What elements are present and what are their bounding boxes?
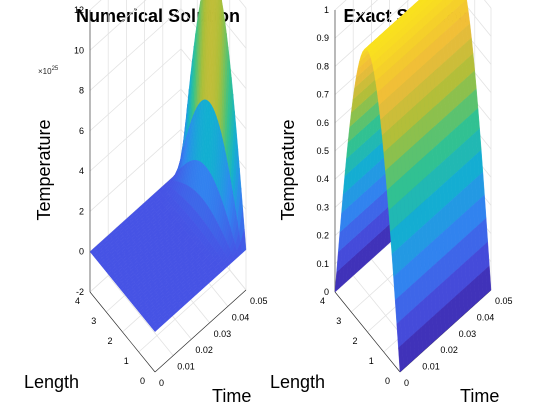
z-tick-label: 12: [74, 5, 84, 15]
exact-solution-plot: Exact Solution 00.10.20.30.40.50.60.70.8…: [270, 0, 513, 406]
z-tick-label: 0.3: [316, 202, 329, 212]
exact-zlabel: Temperature: [278, 119, 298, 220]
x-tick-label: 2: [352, 336, 357, 346]
z-tick-label: 0: [79, 247, 84, 257]
z-tick-label: 0.4: [316, 174, 329, 184]
y-tick-label: 0.02: [440, 345, 458, 355]
numerical-zlabel: Temperature: [34, 119, 54, 220]
wall-gridline: [334, 0, 410, 67]
y-tick-label: 0.03: [214, 329, 232, 339]
numerical-xlabel: Length: [24, 372, 79, 392]
z-tick-label: 4: [79, 166, 84, 176]
floor-gridline: [107, 275, 174, 356]
y-tick-label: 0.02: [195, 345, 213, 355]
wall-gridline: [89, 48, 182, 132]
x-axis-line: [334, 291, 401, 373]
x-tick-label: 3: [91, 316, 96, 326]
exact-surface: [334, 0, 492, 373]
x-axis-line: [89, 291, 156, 373]
x-tick-label: 1: [369, 356, 374, 366]
wall-gridline: [89, 8, 182, 91]
wall-gridline: [89, 88, 182, 172]
z-tick-label: 0.2: [316, 231, 329, 241]
wall-gridline: [461, 0, 492, 37]
numerical-surface: [89, 0, 247, 332]
y-tick-label: 0.03: [459, 329, 477, 339]
surface-patch: [153, 326, 160, 332]
y-tick-label: 0.01: [177, 362, 195, 372]
numerical-solution-plot: Numerical Solution -20246810120123400.01…: [24, 0, 268, 406]
z-tick-label: 8: [79, 86, 84, 96]
x-tick-label: 0: [385, 376, 390, 386]
numerical-exponent: ×1025: [38, 66, 59, 76]
surface-patch: [398, 344, 404, 373]
z-tick-label: 2: [79, 206, 84, 216]
z-tick-label: 0.9: [316, 33, 329, 43]
x-tick-label: 3: [336, 316, 341, 326]
z-tick-label: 0.7: [316, 90, 329, 100]
floor-gridline: [138, 269, 231, 353]
z-tick-label: 0.6: [316, 118, 329, 128]
z-tick-label: 0.8: [316, 61, 329, 71]
y-tick-label: 0.05: [495, 296, 513, 306]
wall-gridline: [89, 0, 147, 51]
z-tick-label: 0: [324, 287, 329, 297]
wall-gridline: [89, 129, 182, 212]
wall-gridline: [334, 0, 378, 39]
y-tick-label: 0.05: [250, 296, 268, 306]
exact-ylabel: Time: [460, 386, 499, 406]
y-tick-label: 0.01: [422, 362, 440, 372]
z-tick-label: 6: [79, 126, 84, 136]
z-tick-label: 0.5: [316, 146, 329, 156]
y-tick-label: 0.04: [477, 312, 495, 322]
z-tick-label: 1: [324, 5, 329, 15]
numerical-ylabel: Time: [212, 386, 251, 406]
x-tick-label: 1: [124, 356, 129, 366]
z-tick-label: 10: [74, 45, 84, 55]
exact-ticks: 00.10.20.30.40.50.60.70.80.910123400.010…: [316, 5, 512, 388]
x-tick-label: 4: [75, 296, 80, 306]
x-tick-label: 0: [140, 376, 145, 386]
y-tick-label: 0: [159, 378, 164, 388]
y-tick-label: 0.04: [232, 312, 250, 322]
z-tick-label: 0.1: [316, 259, 329, 269]
surface-patch: [334, 267, 341, 293]
x-tick-label: 4: [320, 296, 325, 306]
x-tick-label: 2: [107, 336, 112, 346]
z-tick-label: -2: [76, 287, 84, 297]
y-axis-line: [154, 289, 247, 373]
exact-xlabel: Length: [270, 372, 325, 392]
y-tick-label: 0: [404, 378, 409, 388]
